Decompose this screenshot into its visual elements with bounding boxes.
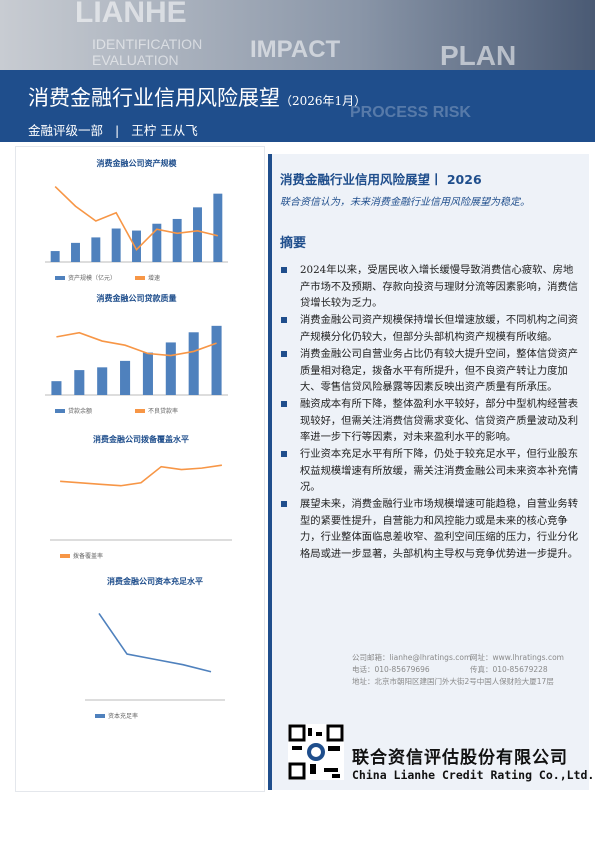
bullet: 消费金融公司自营业务占比仍有较大提升空间，整体信贷资产质量相对稳定，拨备水平有所… bbox=[281, 346, 578, 396]
bar bbox=[188, 332, 199, 395]
legend-label: 拨备覆盖率 bbox=[73, 552, 103, 560]
legend-swatch bbox=[135, 409, 145, 413]
decor-text: IMPACT bbox=[250, 36, 341, 63]
contact: 网址：www.lhratings.com bbox=[470, 653, 564, 662]
decor-text: PLAN bbox=[440, 40, 517, 70]
summary-panel bbox=[268, 154, 589, 790]
bar bbox=[97, 367, 108, 395]
title-main: 消费金融行业信用风险展望 bbox=[28, 86, 280, 110]
bar bbox=[132, 230, 141, 262]
bullet: 2024年以来，受居民收入增长缓慢导致消费信心疲软、房地产市场不及预期、存款向投… bbox=[281, 262, 578, 312]
contact: 公司邮箱：lianhe@lhratings.com bbox=[352, 653, 472, 662]
title: 消费金融行业信用风险展望（2026年1月） bbox=[28, 82, 366, 112]
bar bbox=[193, 207, 202, 262]
bullet: 融资成本有所下降，整体盈利水平较好，部分中型机构经营表现较好，但需关注消费信贷需… bbox=[281, 396, 578, 446]
bar bbox=[71, 242, 80, 262]
legend-label: 资本充足率 bbox=[108, 712, 138, 720]
bullet: 行业资本充足水平有所下降，仍处于较充足水平，但行业股东权益规模增速有所放缓，需关… bbox=[281, 446, 578, 496]
chart-title: 消费金融公司资产规模 bbox=[97, 158, 178, 168]
legend-label: 贷款余额 bbox=[68, 407, 92, 415]
line bbox=[60, 464, 223, 487]
header-image: LIANHE IDENTIFICATION EVALUATION IMPACT … bbox=[0, 0, 595, 70]
title-band: PROCESS RISK bbox=[0, 70, 595, 142]
bar bbox=[120, 360, 131, 395]
chart-title: 消费金融公司资本充足水平 bbox=[107, 576, 203, 586]
chart-title: 消费金融公司贷款质量 bbox=[97, 293, 177, 303]
bar bbox=[74, 370, 85, 395]
decor-text: IDENTIFICATION bbox=[92, 36, 203, 52]
summary-heading: 消费金融行业信用风险展望丨 2026 bbox=[280, 172, 482, 187]
bar bbox=[91, 237, 101, 262]
abstract-title: 摘要 bbox=[280, 236, 307, 251]
line bbox=[54, 185, 219, 252]
contact: 电话：010-85679696 bbox=[352, 665, 430, 674]
bullet: 展望未来，消费金融行业市场规模增速可能趋稳，自营业务转型的紧要性提升，自营能力和… bbox=[281, 496, 578, 562]
legend-swatch bbox=[55, 276, 65, 280]
separator: | bbox=[115, 123, 120, 138]
byline: 金融评级一部 | 王柠 王从飞 bbox=[28, 120, 198, 139]
bar bbox=[142, 352, 153, 395]
bar bbox=[51, 381, 62, 395]
bullet: 消费金融公司资产规模保持增长但增速放缓，不同机构之间资产规模分化仍较大，但部分头… bbox=[281, 312, 578, 345]
line bbox=[98, 612, 212, 673]
qr-code bbox=[288, 724, 344, 780]
title-date: （2026年1月） bbox=[280, 94, 367, 108]
line bbox=[56, 331, 217, 357]
logo-cn: 联合资信评估股份有限公司 bbox=[352, 748, 568, 768]
slogan: 联合资信认为，未来消费金融行业信用风险展望为稳定。 bbox=[280, 197, 530, 208]
chart-title: 消费金融公司拨备覆盖水平 bbox=[93, 434, 189, 444]
legend-swatch bbox=[55, 409, 65, 413]
legend-label: 不良贷款率 bbox=[148, 407, 178, 415]
logo-en: China Lianhe Credit Rating Co.,Ltd. bbox=[352, 768, 595, 782]
bar bbox=[172, 218, 182, 262]
legend-swatch bbox=[95, 714, 105, 718]
legend-swatch bbox=[60, 554, 70, 558]
decor-text: PROCESS RISK bbox=[350, 104, 471, 121]
contact: 传真：010-85679228 bbox=[470, 665, 548, 674]
legend-label: 增速 bbox=[148, 274, 160, 282]
bar bbox=[165, 342, 176, 395]
bar bbox=[211, 325, 222, 395]
bar bbox=[50, 251, 60, 262]
legend-swatch bbox=[135, 276, 145, 280]
legend-label: 资产规模（亿元） bbox=[68, 274, 116, 282]
decor-text: LIANHE bbox=[75, 0, 187, 29]
decor-text: EVALUATION bbox=[92, 52, 179, 68]
bar bbox=[152, 223, 162, 262]
department: 金融评级一部 bbox=[28, 123, 104, 138]
contact: 地址：北京市朝阳区建国门外大街2号中国人保财险大厦17层 bbox=[352, 677, 554, 686]
bar bbox=[213, 193, 223, 262]
authors: 王柠 王从飞 bbox=[131, 123, 198, 138]
bar bbox=[111, 228, 121, 262]
